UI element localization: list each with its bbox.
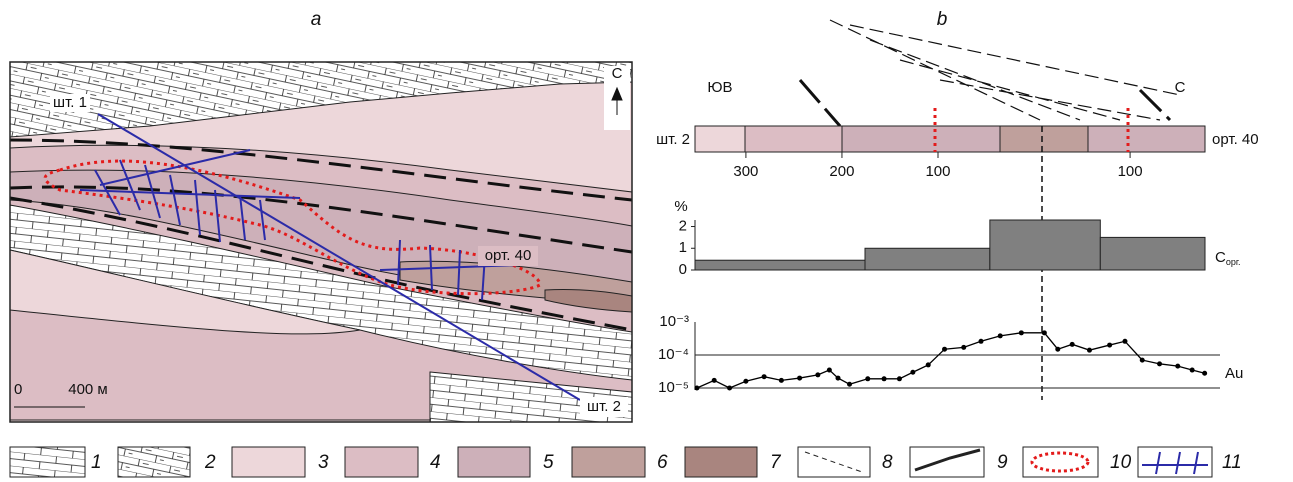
point [1055,347,1060,352]
scale-label: 0 [14,381,22,398]
panel-label: b [937,9,948,30]
point [712,378,717,383]
end-label: С [1175,79,1186,96]
point [727,386,732,391]
north-label: С [612,65,623,82]
legend-label: 9 [997,452,1008,473]
point [797,376,802,381]
legend-label: 11 [1222,452,1242,473]
section-label: шт. 2 [656,131,690,148]
y-tick-label: 2 [679,217,687,234]
figure: а С шт. 1 орт. 40 шт. 2 0 400 м b ЮВ С ш… [0,0,1293,482]
point [827,368,832,373]
end-label: ЮВ [707,79,732,96]
point [815,372,820,377]
point [998,333,1003,338]
point [910,370,915,375]
point [762,374,767,379]
section-label: орт. 40 [1212,131,1259,148]
point [694,386,699,391]
series-label: Au [1225,365,1243,382]
point [1042,330,1047,335]
point [1107,343,1112,348]
bar [695,260,865,270]
charts: 0 1 2% Cорг. 300 200 100 100 10⁻⁵ 10⁻⁴ 10⁻³ Au [658,152,1243,396]
y-tick-label: 0 [679,261,687,278]
y-tick-label: 1 [679,239,687,256]
section [695,20,1205,400]
x-tick-label: 200 [829,163,854,180]
bar [1100,237,1205,270]
point [1070,342,1075,347]
point [882,376,887,381]
legend-label: 2 [204,452,216,473]
point [1087,348,1092,353]
series-label: Cорг. [1215,249,1241,267]
legend-label: 5 [543,452,554,473]
y-axis-label: % [674,198,687,215]
legend-label: 10 [1110,452,1132,473]
point [779,378,784,383]
point [836,376,841,381]
point [1122,339,1127,344]
point [847,382,852,387]
point [1175,364,1180,369]
point [865,376,870,381]
x-tick-label: 100 [1118,163,1143,180]
y-tick-label: 10⁻⁵ [658,379,689,396]
point [961,345,966,350]
point [1157,361,1162,366]
legend-label: 1 [91,452,102,473]
point [926,362,931,367]
y-tick-label: 10⁻⁴ [658,346,689,363]
point [942,347,947,352]
map-label: орт. 40 [485,247,532,264]
legend-label: 4 [430,452,441,473]
legend-label: 6 [657,452,668,473]
x-tick-label: 300 [733,163,758,180]
point [897,376,902,381]
legend [10,447,1212,477]
bar [865,248,990,270]
point [1140,358,1145,363]
point [1019,330,1024,335]
map [10,62,632,422]
point [1202,371,1207,376]
legend-label: 3 [318,452,329,473]
panel-label: а [311,9,322,30]
legend-label: 7 [770,452,782,473]
bar [990,220,1100,270]
map-label: шт. 2 [587,398,621,415]
scale-label: 400 м [68,381,108,398]
y-tick-label: 10⁻³ [659,313,689,330]
point [743,379,748,384]
point [979,339,984,344]
legend-label: 8 [882,452,893,473]
point [1190,368,1195,373]
au-line [697,333,1205,388]
x-tick-label: 100 [925,163,950,180]
map-label: шт. 1 [53,94,87,111]
